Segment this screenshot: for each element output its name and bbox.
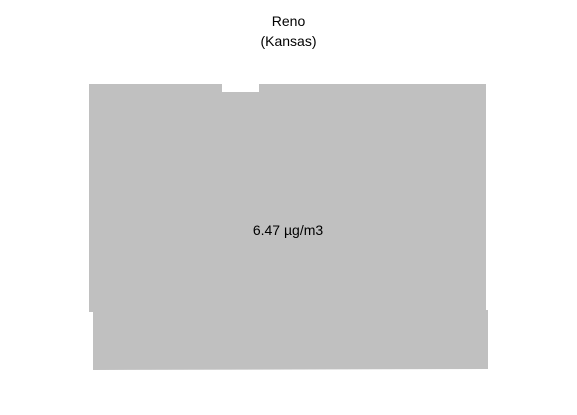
value-label: 6.47 µg/m3 xyxy=(253,222,324,238)
county-name: Reno xyxy=(271,13,306,29)
county-shape xyxy=(89,84,488,370)
map-title: Reno (Kansas) xyxy=(0,11,577,51)
state-name: (Kansas) xyxy=(260,33,317,49)
